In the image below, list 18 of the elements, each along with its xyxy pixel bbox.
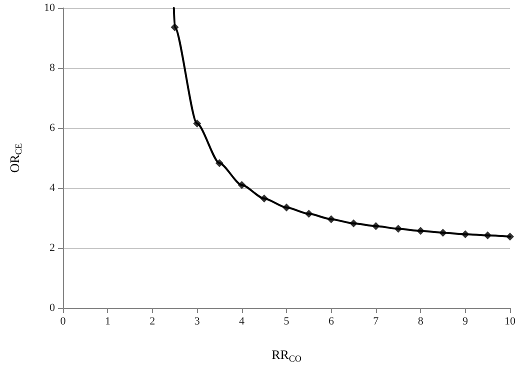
x-tick-label: 8 (418, 316, 424, 328)
y-tick-label: 8 (50, 62, 56, 74)
y-tick-label: 6 (50, 122, 56, 134)
x-tick-label: 2 (150, 316, 156, 328)
x-tick-label: 4 (239, 316, 246, 328)
x-tick-label: 0 (60, 316, 66, 328)
y-tick-label: 0 (50, 302, 56, 314)
x-tick-label: 9 (462, 316, 469, 328)
y-axis-title: ORCE (7, 142, 24, 173)
x-tick-label: 10 (504, 316, 516, 328)
x-tick-label: 7 (373, 316, 380, 328)
y-tick-label: 2 (50, 242, 55, 254)
x-tick-label: 1 (104, 316, 110, 328)
x-tick-label: 5 (284, 316, 290, 328)
y-tick-label: 4 (50, 182, 56, 194)
x-tick-label: 3 (194, 316, 200, 328)
x-tick-label: 6 (328, 316, 334, 328)
y-tick-label: 10 (44, 2, 56, 14)
